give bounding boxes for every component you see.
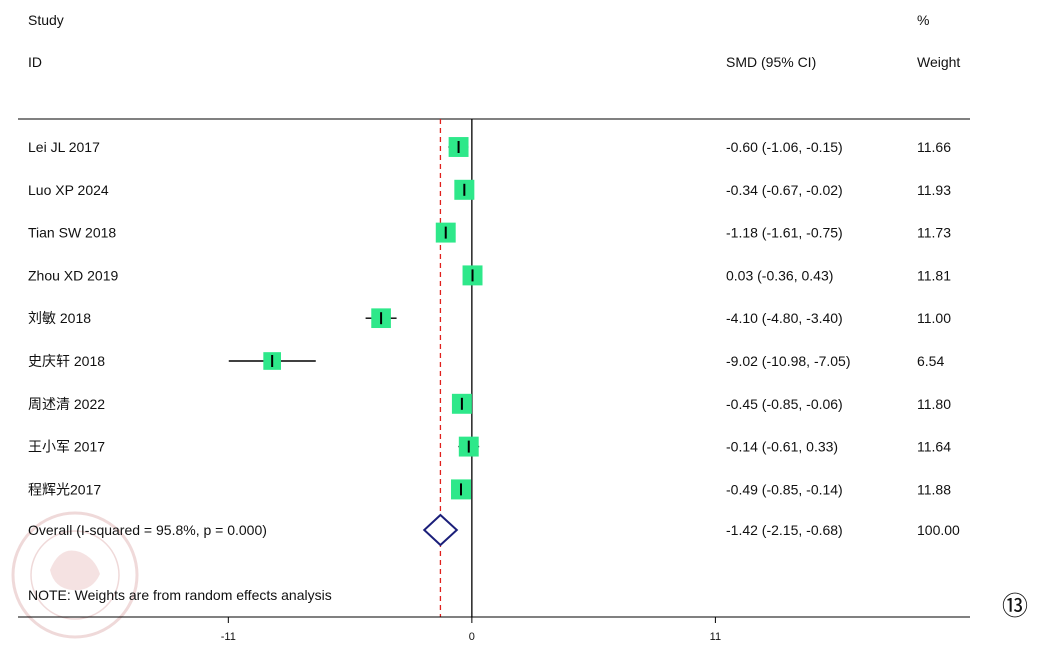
study-rows: Lei JL 2017 -0.60 (-1.06, -0.15) 11.66 Luo … <box>28 137 951 500</box>
figure-number-badge: ⑬ <box>1002 592 1028 621</box>
overall-ci-text: -1.42 (-2.15, -0.68) <box>726 522 843 538</box>
watermark-seal <box>11 511 139 639</box>
ci-text: 0.03 (-0.36, 0.43) <box>726 267 833 283</box>
ci-text: -4.10 (-4.80, -3.40) <box>726 310 843 326</box>
study-row: Lei JL 2017 -0.60 (-1.06, -0.15) 11.66 <box>28 137 951 157</box>
x-tick-label: 0 <box>469 631 475 643</box>
weight-text: 11.93 <box>917 182 951 198</box>
ci-text: -0.45 (-0.85, -0.06) <box>726 396 843 412</box>
header-effect-label: SMD (95% CI) <box>726 54 816 70</box>
x-axis-ticks: -11 0 11 <box>221 617 721 643</box>
header-weight-label: Weight <box>917 54 960 70</box>
weight-text: 11.00 <box>917 310 951 326</box>
weight-text: 11.73 <box>917 225 951 241</box>
ci-text: -0.34 (-0.67, -0.02) <box>726 182 843 198</box>
study-row: Zhou XD 2019 0.03 (-0.36, 0.43) 11.81 <box>28 265 951 286</box>
ci-text: -0.60 (-1.06, -0.15) <box>726 139 843 155</box>
weight-text: 11.64 <box>917 439 951 455</box>
overall-weight-text: 100.00 <box>917 522 960 538</box>
ci-text: -9.02 (-10.98, -7.05) <box>726 353 851 369</box>
overall-label: Overall (I-squared = 95.8%, p = 0.000) <box>28 522 267 538</box>
weight-text: 11.80 <box>917 396 951 412</box>
x-tick-label: 11 <box>710 631 721 643</box>
study-name: Zhou XD 2019 <box>28 267 118 283</box>
weight-text: 6.54 <box>917 353 944 369</box>
weight-text: 11.66 <box>917 139 951 155</box>
note-text: NOTE: Weights are from random effects an… <box>28 587 332 603</box>
x-tick-label: -11 <box>221 631 236 643</box>
ci-text: -0.49 (-0.85, -0.14) <box>726 481 843 497</box>
weight-text: 11.88 <box>917 481 951 497</box>
study-row: 王小军 2017 -0.14 (-0.61, 0.33) 11.64 <box>28 436 951 457</box>
header-percent-label: % <box>917 12 929 28</box>
overall-diamond <box>422 513 459 547</box>
ci-text: -0.14 (-0.61, 0.33) <box>726 439 838 455</box>
header-id-label: ID <box>28 54 42 70</box>
study-name: 史庆轩 2018 <box>28 353 105 369</box>
weight-text: 11.81 <box>917 267 951 283</box>
study-row: Luo XP 2024 -0.34 (-0.67, -0.02) 11.93 <box>28 179 951 200</box>
study-name: 周述清 2022 <box>28 396 105 412</box>
study-row: 周述清 2022 -0.45 (-0.85, -0.06) 11.80 <box>28 393 951 414</box>
study-row: 史庆轩 2018 -9.02 (-10.98, -7.05) 6.54 <box>28 352 944 370</box>
study-name: Luo XP 2024 <box>28 182 109 198</box>
study-name: Tian SW 2018 <box>28 225 116 241</box>
study-name: 刘敏 2018 <box>28 310 91 326</box>
ci-text: -1.18 (-1.61, -0.75) <box>726 225 843 241</box>
study-row: Tian SW 2018 -1.18 (-1.61, -0.75) 11.73 <box>28 222 951 243</box>
study-row: 程辉光2017 -0.49 (-0.85, -0.14) 11.88 <box>28 479 951 500</box>
study-name: Lei JL 2017 <box>28 139 100 155</box>
study-name: 王小军 2017 <box>28 439 105 455</box>
header-study-label: Study <box>28 12 64 28</box>
study-name: 程辉光2017 <box>28 481 101 497</box>
study-row: 刘敏 2018 -4.10 (-4.80, -3.40) 11.00 <box>28 308 951 329</box>
